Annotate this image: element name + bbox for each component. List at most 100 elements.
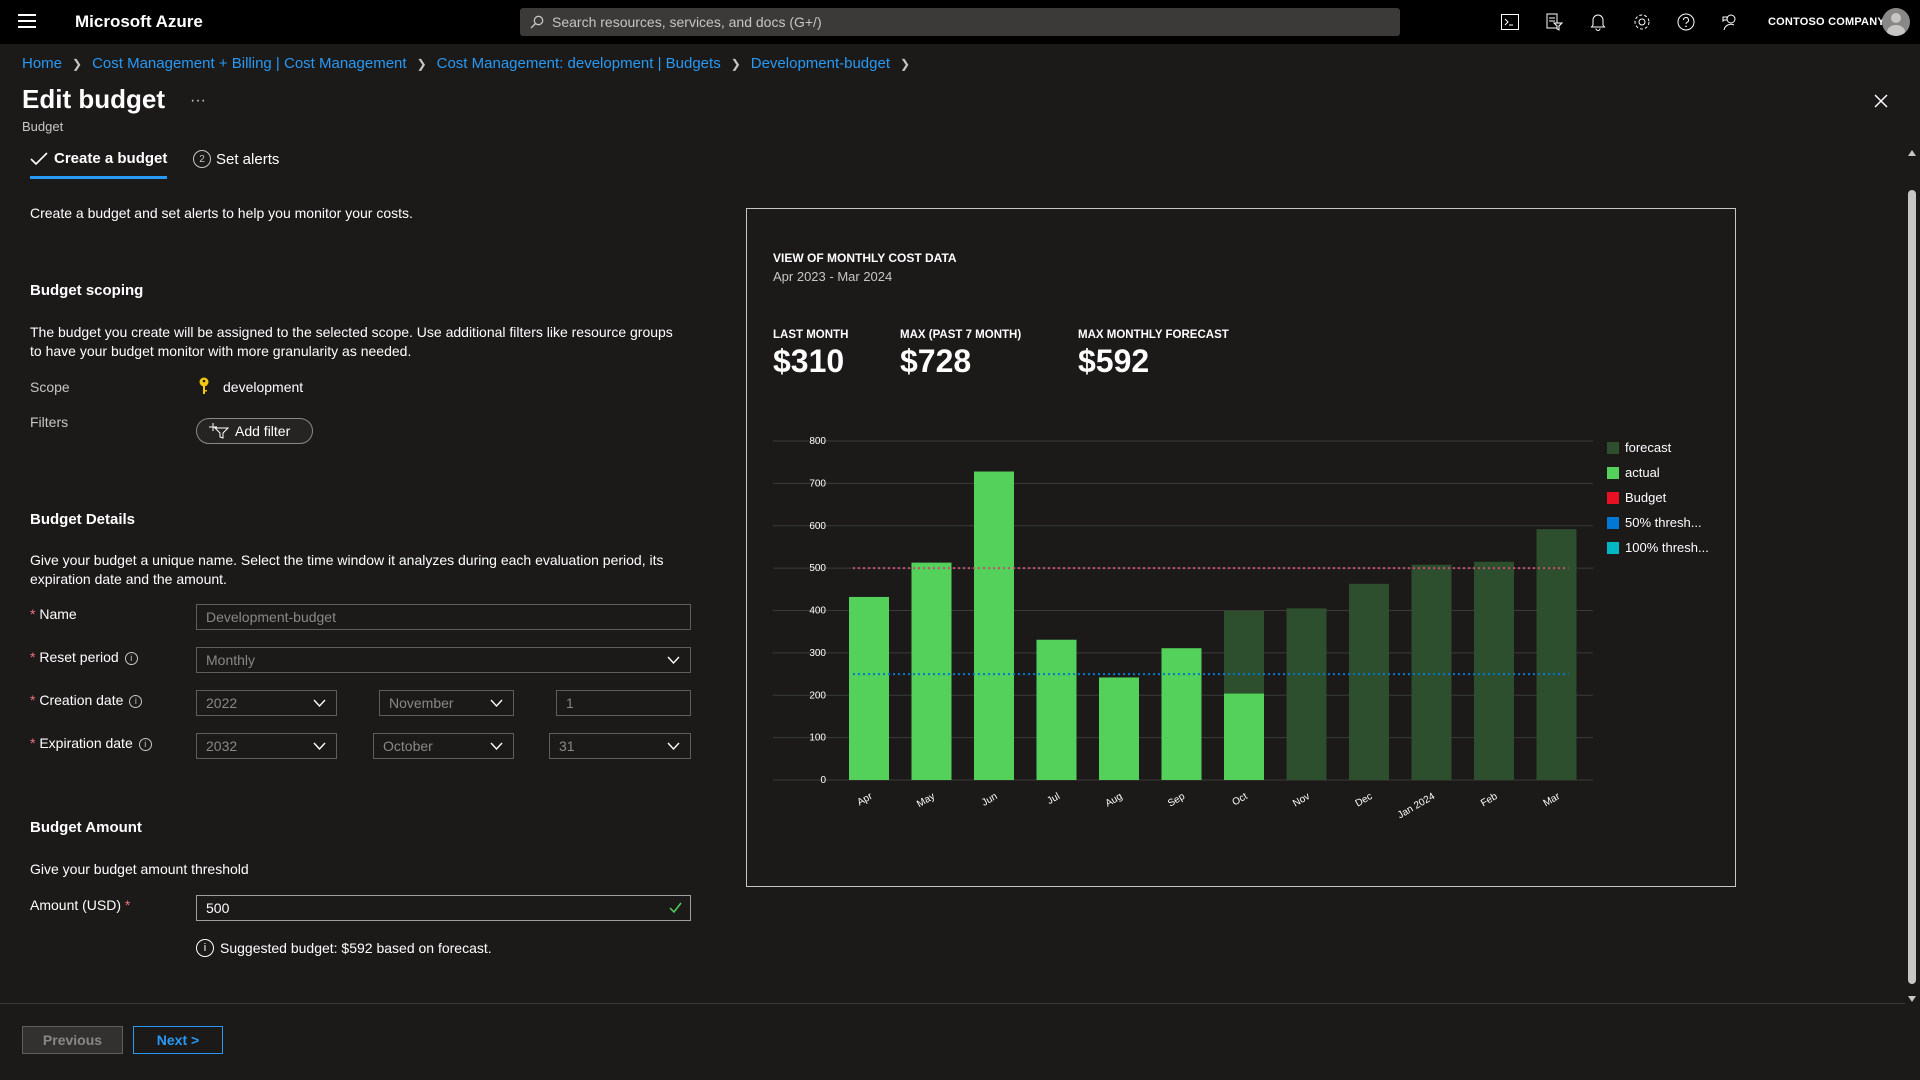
chevron-down-icon xyxy=(490,699,503,708)
tab-set-alerts[interactable]: 2 Set alerts xyxy=(193,150,279,168)
help-icon[interactable] xyxy=(1664,10,1708,34)
next-button[interactable]: Next > xyxy=(133,1026,223,1054)
name-field[interactable]: Development-budget xyxy=(196,604,691,630)
info-icon[interactable]: i xyxy=(138,737,152,751)
feedback-icon[interactable] xyxy=(1708,10,1752,34)
x-tick-label: Jul xyxy=(1045,791,1062,807)
previous-button: Previous xyxy=(22,1026,123,1054)
expiration-year-dropdown[interactable]: 2032 xyxy=(196,733,337,759)
forecast-bar xyxy=(1411,564,1452,780)
breadcrumb-budgets[interactable]: Cost Management: development | Budgets xyxy=(436,55,721,72)
suggested-budget-text: Suggested budget: $592 based on forecast… xyxy=(220,940,492,956)
x-tick-label: Jun xyxy=(980,791,999,809)
info-icon[interactable]: i xyxy=(129,694,143,708)
expiration-month-value: October xyxy=(383,738,433,754)
y-tick-label: 0 xyxy=(820,775,826,786)
legend-swatch xyxy=(1607,491,1619,504)
menu-icon[interactable] xyxy=(18,14,36,30)
actual-bar xyxy=(849,596,889,780)
chevron-down-icon xyxy=(667,656,680,665)
reset-period-dropdown[interactable]: Monthly xyxy=(196,647,691,673)
x-tick-label: Sep xyxy=(1166,791,1187,810)
checkmark-icon xyxy=(30,151,48,165)
top-icon-group xyxy=(1488,10,1752,34)
chevron-down-icon xyxy=(490,742,503,751)
info-icon[interactable]: i xyxy=(124,651,138,665)
legend-item[interactable]: 100% thresh... xyxy=(1607,535,1709,560)
legend-swatch xyxy=(1607,541,1619,554)
scope-value[interactable]: development xyxy=(223,379,304,395)
legend-item[interactable]: forecast xyxy=(1607,435,1709,460)
chart-date-range: Apr 2023 - Mar 2024 xyxy=(773,269,893,284)
kpi-value-max-forecast: $592 xyxy=(1078,343,1150,379)
more-options-button[interactable]: ··· xyxy=(190,92,206,109)
add-filter-button[interactable]: Add filter xyxy=(196,418,313,444)
y-tick-label: 700 xyxy=(809,478,826,489)
directory-filter-icon[interactable] xyxy=(1532,10,1576,34)
forecast-bar xyxy=(1286,608,1327,780)
breadcrumb-development-budget[interactable]: Development-budget xyxy=(750,55,891,72)
name-label: * Name xyxy=(30,606,77,622)
legend-item[interactable]: actual xyxy=(1607,460,1709,485)
x-tick-label: Nov xyxy=(1291,791,1312,809)
kpi-label-max-past: MAX (PAST 7 MONTH) xyxy=(900,329,1022,341)
kpi-value-max-past: $728 xyxy=(900,343,972,379)
breadcrumb-home[interactable]: Home xyxy=(22,55,63,72)
cloud-shell-icon[interactable] xyxy=(1488,10,1532,34)
settings-icon[interactable] xyxy=(1620,10,1664,34)
legend-label: actual xyxy=(1625,465,1660,480)
legend-item[interactable]: 50% thresh... xyxy=(1607,510,1709,535)
portal-brand[interactable]: Microsoft Azure xyxy=(75,12,203,31)
legend-swatch xyxy=(1607,466,1619,479)
tenant-name[interactable]: CONTOSO COMPANY xyxy=(1768,16,1885,28)
y-tick-label: 200 xyxy=(809,690,826,701)
kpi-label-max-forecast: MAX MONTHLY FORECAST xyxy=(1078,329,1229,341)
creation-day-field[interactable]: 1 xyxy=(556,690,691,716)
x-tick-label: Dec xyxy=(1354,791,1375,809)
x-tick-label: Oct xyxy=(1231,791,1250,808)
key-icon xyxy=(199,377,209,394)
avatar[interactable] xyxy=(1882,8,1910,36)
close-icon[interactable] xyxy=(1870,90,1892,112)
scrollbar-thumb[interactable] xyxy=(1908,190,1916,984)
x-tick-label: Mar xyxy=(1542,791,1563,809)
chart-title: VIEW OF MONTHLY COST DATA xyxy=(773,251,957,265)
creation-month-dropdown[interactable]: November xyxy=(379,690,514,716)
legend-label: 50% thresh... xyxy=(1625,515,1702,530)
scroll-up-icon[interactable] xyxy=(1908,150,1916,156)
tab-label: Set alerts xyxy=(216,150,280,168)
search-input[interactable]: Search resources, services, and docs (G+… xyxy=(520,8,1400,36)
legend-item[interactable]: Budget xyxy=(1607,485,1709,510)
vertical-scrollbar[interactable] xyxy=(1905,146,1920,1004)
chevron-right-icon: ❯ xyxy=(416,56,427,71)
chevron-down-icon xyxy=(313,699,326,708)
valid-checkmark-icon xyxy=(669,902,682,914)
expiration-year-value: 2032 xyxy=(206,738,238,754)
forecast-bar xyxy=(1536,529,1577,780)
scroll-down-icon[interactable] xyxy=(1908,996,1916,1002)
legend-label: forecast xyxy=(1625,440,1672,455)
tab-create-budget[interactable]: Create a budget xyxy=(30,150,167,167)
legend-label: 100% thresh... xyxy=(1625,540,1709,555)
amount-input[interactable]: 500 xyxy=(196,895,691,921)
scoping-description-1: The budget you create will be assigned t… xyxy=(30,324,673,340)
actual-bar xyxy=(1036,639,1077,780)
actual-bar xyxy=(1099,677,1139,780)
breadcrumb-cost-management[interactable]: Cost Management + Billing | Cost Managem… xyxy=(92,55,407,72)
y-tick-label: 300 xyxy=(809,648,826,659)
cost-bar-chart: 0 100 200 300 400 500 600 700 800 Apr May Jun Jul Aug… xyxy=(773,436,1593,821)
scoping-description-2: to have your budget monitor with more gr… xyxy=(30,343,412,359)
y-tick-label: 800 xyxy=(809,436,826,447)
expiration-day-dropdown[interactable]: 31 xyxy=(549,733,691,759)
reset-period-label: * Reset period i xyxy=(30,649,138,665)
kpi-value-last-month: $310 xyxy=(773,343,845,379)
intro-text: Create a budget and set alerts to help y… xyxy=(30,205,413,221)
add-filter-label: Add filter xyxy=(235,423,291,439)
creation-year-dropdown[interactable]: 2022 xyxy=(196,690,337,716)
chart-legend: forecast actual Budget 50% thresh... 100% th… xyxy=(1607,435,1709,560)
expiration-month-dropdown[interactable]: October xyxy=(373,733,514,759)
creation-day-value: 1 xyxy=(566,695,574,711)
filters-label: Filters xyxy=(30,414,69,430)
notifications-icon[interactable] xyxy=(1576,10,1620,34)
page-subtitle: Budget xyxy=(22,119,64,134)
